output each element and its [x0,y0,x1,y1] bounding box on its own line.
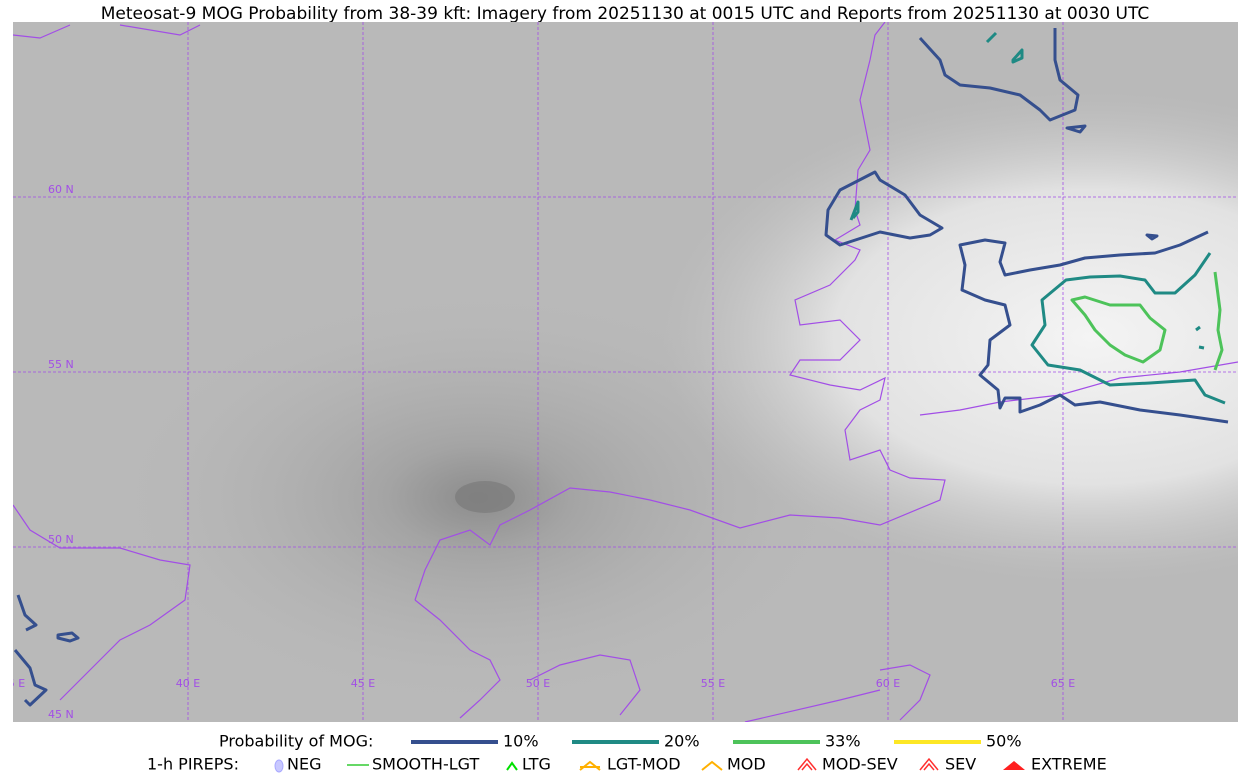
lat-label: 50 N [48,533,74,546]
contour-33 [1213,271,1224,371]
lon-label: 45 E [351,677,375,690]
legend-label: 20% [664,732,700,751]
contours-33 [1070,271,1224,371]
contours-20 [849,31,1226,405]
lat-label: 60 N [48,183,74,196]
pirep-label: LTG [522,755,551,774]
graticule: 35 E 40 E 45 E 50 E 55 E 60 E 65 E 60 N 55 N 50 N… [1,22,1238,722]
lon-label: 40 E [176,677,200,690]
lon-label: 50 E [526,677,550,690]
coastline [13,24,201,39]
icon-lgt-mod [579,760,601,771]
legend-label: 50% [986,732,1022,751]
legend-label: 33% [825,732,861,751]
contour-20 [1030,252,1226,405]
coastline [744,664,931,722]
pirep-label: MOD [727,755,766,774]
map: 35 E 40 E 45 E 50 E 55 E 60 E 65 E 60 N 55 N 50 N… [1,22,1238,722]
contour-20 [849,31,1024,221]
icon-sev [919,757,939,771]
coastlines [13,22,1238,722]
pirep-label: NEG [287,755,321,774]
dark-spot [455,481,515,513]
contour-10 [13,594,80,707]
icon-mod-sev [797,757,817,771]
icon-extreme [1003,761,1025,770]
legend: Probability of MOG: 1-h PIREPS: NEG SMOO… [147,732,1107,774]
lat-label: 45 N [48,708,74,721]
title: Meteosat-9 MOG Probability from 38-39 kf… [101,4,1150,24]
contour-20 [1195,325,1205,350]
legend-title: Probability of MOG: [219,732,373,751]
coastline [414,599,501,719]
pirep-label: SMOOTH-LGT [372,755,479,774]
icon-ltg [506,761,518,771]
contour-10 [918,28,1080,122]
legend-title: 1-h PIREPS: [147,755,239,774]
coastline [529,654,641,716]
lon-label: 55 E [701,677,725,690]
lon-label: 60 E [876,677,900,690]
pirep-label: MOD-SEV [822,755,898,774]
lon-label: 65 E [1051,677,1075,690]
icon-mod [701,760,723,771]
contour-10 [1065,124,1159,241]
pirep-label: EXTREME [1031,755,1107,774]
contour-10 [958,230,1229,424]
coastline [13,504,191,701]
pirep-icons [274,757,1025,773]
lon-label: 35 E [1,677,25,690]
contour-10 [824,170,944,247]
contour-33 [1070,295,1167,364]
contours-10 [13,28,1229,707]
coastline [414,22,946,601]
legend-label: 10% [503,732,539,751]
pirep-label: SEV [945,755,976,774]
icon-neg [274,759,284,773]
pirep-label: LGT-MOD [607,755,681,774]
lat-label: 55 N [48,358,74,371]
